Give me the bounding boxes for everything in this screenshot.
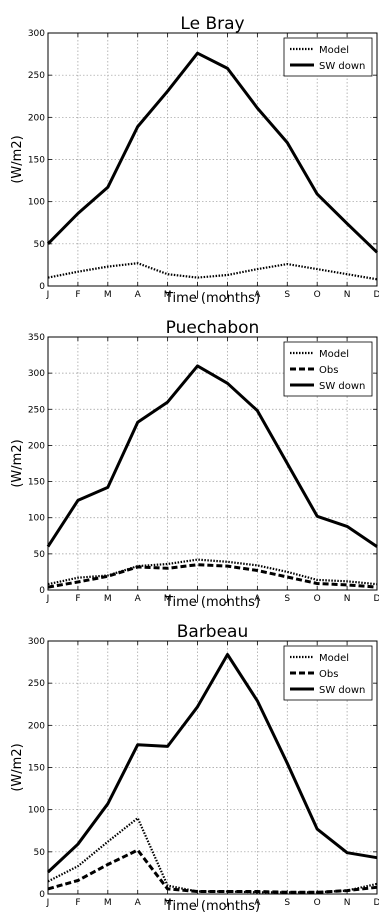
legend-label: SW down xyxy=(319,61,365,72)
y-tick-label: 200 xyxy=(28,441,45,451)
x-tick-label: O xyxy=(314,290,321,300)
chart-panel-barbeau: Barbeau Time (months) (W/m2) J F M A M J J A S O N… xyxy=(0,608,379,912)
y-axis-label: (W/m2) xyxy=(10,743,25,791)
series-line-model xyxy=(47,262,378,281)
x-tick-label: N xyxy=(344,594,351,604)
x-tick-label: D xyxy=(374,898,379,908)
legend-label: Obs xyxy=(319,669,338,680)
x-tick-label: J xyxy=(195,898,199,908)
x-axis-label: Time (months) xyxy=(164,291,260,304)
y-tick-label: 0 xyxy=(39,890,45,900)
chart-title: Puechabon xyxy=(166,318,260,338)
plot-frame xyxy=(47,640,378,895)
y-tick-label: 0 xyxy=(39,282,45,292)
y-tick-label: 200 xyxy=(28,721,45,731)
y-tick-label: 50 xyxy=(34,848,46,858)
y-tick-label: 50 xyxy=(34,240,46,250)
x-axis-label: Time (months) xyxy=(164,595,260,608)
x-tick-label: A xyxy=(135,290,142,300)
x-tick-label: A xyxy=(254,898,261,908)
y-axis-label: (W/m2) xyxy=(10,439,25,487)
x-tick-label: A xyxy=(135,594,142,604)
legend-label: SW down xyxy=(319,685,365,696)
x-tick-label: J xyxy=(46,290,50,300)
y-tick-label: 100 xyxy=(28,806,45,816)
x-tick-label: M xyxy=(164,898,172,908)
legend-label: Model xyxy=(319,45,349,56)
x-tick-label: F xyxy=(75,594,80,604)
y-tick-label: 150 xyxy=(28,156,45,166)
plot-frame xyxy=(47,336,378,591)
legend-label: Model xyxy=(319,349,349,360)
y-tick-label: 250 xyxy=(28,71,45,81)
y-tick-label: 250 xyxy=(28,405,45,415)
x-tick-label: F xyxy=(75,290,80,300)
x-tick-label: J xyxy=(225,594,229,604)
series-line-model xyxy=(47,558,378,586)
chart-barbeau: Barbeau Time (months) (W/m2) J F M A M J J A S O N… xyxy=(10,622,379,912)
series-line-sw-down xyxy=(46,653,378,874)
chart-le-bray: Le Bray Time (months) (W/m2) J F M A M J J A S O N… xyxy=(10,14,379,304)
y-tick-label: 200 xyxy=(28,113,45,123)
y-tick-label: 350 xyxy=(28,333,45,343)
x-tick-label: A xyxy=(254,594,261,604)
x-tick-label: S xyxy=(284,594,290,604)
x-tick-label: J xyxy=(46,898,50,908)
series-line-sw-down xyxy=(46,51,379,254)
legend-box xyxy=(283,37,373,77)
series-line-sw-down xyxy=(46,364,378,548)
series-line-obs xyxy=(47,848,378,894)
x-tick-label: M xyxy=(104,898,112,908)
x-tick-label: J xyxy=(225,898,229,908)
series-line-obs xyxy=(47,563,378,589)
y-axis-label: (W/m2) xyxy=(10,135,25,183)
x-tick-label: F xyxy=(75,898,80,908)
x-tick-label: J xyxy=(46,594,50,604)
y-tick-label: 250 xyxy=(28,679,45,689)
x-tick-label: J xyxy=(225,290,229,300)
chart-puechabon: Puechabon Time (months) (W/m2) J F M A M J J A S… xyxy=(10,318,379,608)
y-tick-label: 300 xyxy=(28,29,45,39)
y-tick-label: 0 xyxy=(39,586,45,596)
x-axis-label: Time (months) xyxy=(164,899,260,912)
legend: Model Obs SW down xyxy=(283,645,373,701)
x-tick-label: A xyxy=(135,898,142,908)
legend-label: SW down xyxy=(319,381,365,392)
x-tick-label: A xyxy=(254,290,261,300)
x-tick-label: M xyxy=(104,290,112,300)
chart-panel-le-bray: Le Bray Time (months) (W/m2) J F M A M J J A S O N… xyxy=(0,0,379,304)
x-tick-label: S xyxy=(284,898,290,908)
x-tick-label: D xyxy=(374,290,379,300)
y-tick-label: 100 xyxy=(28,514,45,524)
y-tick-label: 150 xyxy=(28,764,45,774)
y-tick-label: 100 xyxy=(28,198,45,208)
x-tick-label: O xyxy=(314,594,321,604)
x-tick-label: S xyxy=(284,290,290,300)
x-tick-label: M xyxy=(164,290,172,300)
x-tick-label: N xyxy=(344,290,351,300)
legend-label: Model xyxy=(319,653,349,664)
y-tick-label: 300 xyxy=(28,369,45,379)
x-tick-label: D xyxy=(374,594,379,604)
x-tick-label: N xyxy=(344,898,351,908)
x-tick-label: J xyxy=(195,594,199,604)
x-tick-label: J xyxy=(195,290,199,300)
legend-label: Obs xyxy=(319,365,338,376)
chart-title: Barbeau xyxy=(177,622,249,642)
legend: Model SW down xyxy=(283,37,373,77)
y-tick-label: 300 xyxy=(28,637,45,647)
chart-panel-puechabon: Puechabon Time (months) (W/m2) J F M A M J J A S… xyxy=(0,304,379,608)
x-tick-label: M xyxy=(164,594,172,604)
x-tick-label: M xyxy=(104,594,112,604)
plot-frame xyxy=(47,32,378,287)
legend-box xyxy=(283,645,373,701)
y-tick-label: 150 xyxy=(28,478,45,488)
legend: Model Obs SW down xyxy=(283,341,373,397)
series-line-model xyxy=(47,817,378,894)
chart-title: Le Bray xyxy=(180,14,244,34)
legend-box xyxy=(283,341,373,397)
x-tick-label: O xyxy=(314,898,321,908)
y-tick-label: 50 xyxy=(34,550,46,560)
